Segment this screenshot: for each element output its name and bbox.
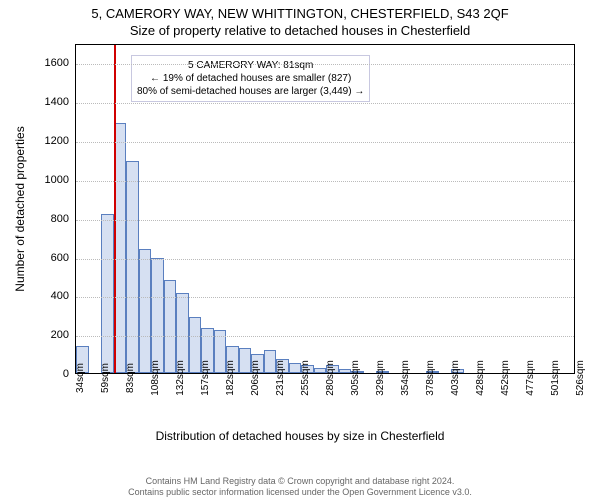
y-tick-label: 600 xyxy=(51,252,69,264)
gridline xyxy=(76,336,574,337)
chart-container: 5, CAMERORY WAY, NEW WHITTINGTON, CHESTE… xyxy=(0,0,600,500)
reference-marker xyxy=(114,45,116,373)
x-tick-label: 206sqm xyxy=(250,360,261,396)
y-tick-label: 800 xyxy=(51,213,69,225)
footer-attribution: Contains HM Land Registry data © Crown c… xyxy=(0,476,600,498)
x-tick-label: 403sqm xyxy=(450,360,461,396)
x-tick-label: 132sqm xyxy=(175,360,186,396)
x-tick-label: 108sqm xyxy=(150,360,161,396)
x-tick-label: 280sqm xyxy=(325,360,336,396)
x-tick-label: 83sqm xyxy=(125,363,136,393)
x-tick-label: 255sqm xyxy=(300,360,311,396)
x-tick-label: 477sqm xyxy=(525,360,536,396)
title-sub: Size of property relative to detached ho… xyxy=(10,23,590,38)
chart-area: Number of detached properties 0200400600… xyxy=(20,44,580,434)
x-tick-label: 378sqm xyxy=(425,360,436,396)
plot-area: 5 CAMERORY WAY: 81sqm ← 19% of detached … xyxy=(75,44,575,374)
gridline xyxy=(76,64,574,65)
title-main: 5, CAMERORY WAY, NEW WHITTINGTON, CHESTE… xyxy=(10,6,590,21)
histogram-bar xyxy=(164,280,177,373)
y-tick-label: 1000 xyxy=(45,174,69,186)
x-tick-label: 354sqm xyxy=(400,360,411,396)
gridline xyxy=(76,103,574,104)
x-ticks: 34sqm59sqm83sqm108sqm132sqm157sqm182sqm2… xyxy=(75,374,575,424)
gridline xyxy=(76,181,574,182)
x-tick-label: 452sqm xyxy=(500,360,511,396)
footer-line1: Contains HM Land Registry data © Crown c… xyxy=(0,476,600,487)
x-tick-label: 526sqm xyxy=(575,360,586,396)
y-tick-label: 1600 xyxy=(45,57,69,69)
gridline xyxy=(76,297,574,298)
histogram-bar xyxy=(151,258,164,373)
gridline xyxy=(76,259,574,260)
gridline xyxy=(76,142,574,143)
x-tick-label: 501sqm xyxy=(550,360,561,396)
footer-line2: Contains public sector information licen… xyxy=(0,487,600,498)
x-tick-label: 231sqm xyxy=(275,360,286,396)
annotation-box: 5 CAMERORY WAY: 81sqm ← 19% of detached … xyxy=(131,55,370,102)
x-tick-label: 428sqm xyxy=(475,360,486,396)
y-ticks: 02004006008001000120014001600 xyxy=(20,44,75,374)
y-tick-label: 200 xyxy=(51,329,69,341)
annotation-line3: 80% of semi-detached houses are larger (… xyxy=(137,85,364,98)
gridline xyxy=(76,220,574,221)
annotation-line1: 5 CAMERORY WAY: 81sqm xyxy=(137,59,364,72)
x-tick-label: 34sqm xyxy=(75,363,86,393)
x-tick-label: 329sqm xyxy=(375,360,386,396)
y-tick-label: 400 xyxy=(51,290,69,302)
y-tick-label: 0 xyxy=(63,368,69,380)
histogram-bar xyxy=(101,214,114,373)
y-tick-label: 1400 xyxy=(45,96,69,108)
x-tick-label: 157sqm xyxy=(200,360,211,396)
x-tick-label: 305sqm xyxy=(350,360,361,396)
x-tick-label: 59sqm xyxy=(100,363,111,393)
x-axis-label: Distribution of detached houses by size … xyxy=(20,429,580,443)
x-tick-label: 182sqm xyxy=(225,360,236,396)
histogram-bar xyxy=(139,249,152,373)
annotation-line2: ← 19% of detached houses are smaller (82… xyxy=(137,72,364,85)
histogram-bar xyxy=(126,161,139,373)
y-tick-label: 1200 xyxy=(45,135,69,147)
